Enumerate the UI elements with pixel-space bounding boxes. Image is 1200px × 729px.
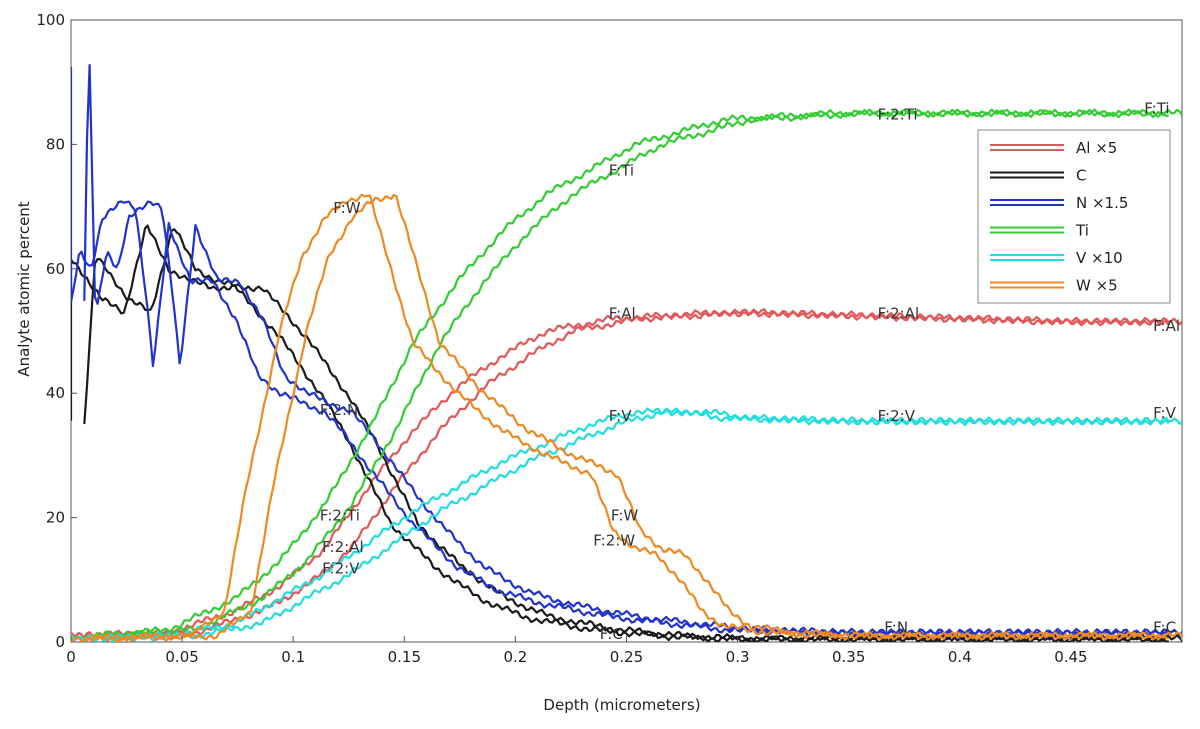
y-tick-label: 60 xyxy=(46,260,65,278)
legend-item: C xyxy=(990,167,1086,185)
series-line-1-trace-0 xyxy=(83,228,1182,642)
x-tick-label: 0.15 xyxy=(388,648,421,666)
y-tick-label: 100 xyxy=(36,11,65,29)
series-line-1-trace-1 xyxy=(71,224,1170,642)
legend-label: V ×10 xyxy=(1076,249,1123,267)
annotation-label: F:V xyxy=(1153,404,1177,422)
annotation-label: F:2:Al xyxy=(322,538,364,556)
legend-label: W ×5 xyxy=(1076,277,1118,295)
legend-item: Al ×5 xyxy=(990,139,1117,157)
annotation-label: F:2:Ti xyxy=(320,507,360,525)
annotation-label: F:C xyxy=(1153,619,1176,637)
x-tick-label: 0.1 xyxy=(281,648,305,666)
y-axis-label: Analyte atomic percent xyxy=(15,201,33,376)
series-line-3-trace-1 xyxy=(71,108,1169,642)
y-tick-label: 80 xyxy=(46,135,65,153)
series-line-4-trace-1 xyxy=(83,407,1182,642)
annotation-label: F:N xyxy=(884,619,908,637)
annotation-label: F:C xyxy=(600,625,623,643)
x-axis-label: Depth (micrometers) xyxy=(543,696,700,714)
x-tick-label: 0.25 xyxy=(610,648,643,666)
y-tick-label: 20 xyxy=(46,509,65,527)
legend-label: C xyxy=(1076,167,1086,185)
series-line-0-trace-0 xyxy=(71,308,1170,640)
legend-item: W ×5 xyxy=(990,277,1118,295)
annotation-label: F:Ti xyxy=(609,162,634,180)
annotation-label: F:2:W xyxy=(593,532,635,550)
series-5 xyxy=(71,193,1182,642)
annotation-label: F:V xyxy=(609,407,633,425)
x-tick-label: 0.2 xyxy=(503,648,527,666)
annotation-label: F:W xyxy=(333,199,361,217)
x-tick-label: 0.45 xyxy=(1054,648,1087,666)
annotation-label: F:W xyxy=(611,507,639,525)
series-line-5-trace-1 xyxy=(71,193,1170,642)
annotation-label: F:2:Ti xyxy=(878,106,918,124)
legend-label: Al ×5 xyxy=(1076,139,1117,157)
series-line-4-trace-0 xyxy=(71,407,1170,642)
legend-item: Ti xyxy=(990,222,1089,240)
series-3 xyxy=(71,108,1182,642)
x-tick-label: 0.4 xyxy=(948,648,972,666)
annotation-label: F:Ti xyxy=(1144,99,1169,117)
series-line-2-trace-1 xyxy=(83,63,1182,638)
annotation-label: F:2:Al xyxy=(878,305,920,323)
plot-area xyxy=(70,19,1183,643)
legend-label: Ti xyxy=(1075,222,1089,240)
x-tick-label: 0.35 xyxy=(832,648,865,666)
series-1 xyxy=(71,224,1182,642)
legend-item: N ×1.5 xyxy=(990,194,1128,212)
legend-label: N ×1.5 xyxy=(1076,194,1128,212)
series-4 xyxy=(71,407,1182,642)
legend-box xyxy=(977,129,1171,304)
annotation-label: F:2:V xyxy=(878,407,916,425)
annotation-label: F:2:N xyxy=(320,401,358,419)
annotation-label: F:Al xyxy=(1153,317,1180,335)
annotation-label: F:Al xyxy=(609,305,636,323)
x-tick-label: 0.3 xyxy=(726,648,750,666)
annotation-label: F:2:V xyxy=(322,560,360,578)
x-tick-label: 0.05 xyxy=(165,648,198,666)
y-tick-label: 40 xyxy=(46,384,65,402)
x-tick-label: 0 xyxy=(66,648,76,666)
legend-item: V ×10 xyxy=(990,249,1123,267)
y-tick-label: 0 xyxy=(55,633,65,651)
